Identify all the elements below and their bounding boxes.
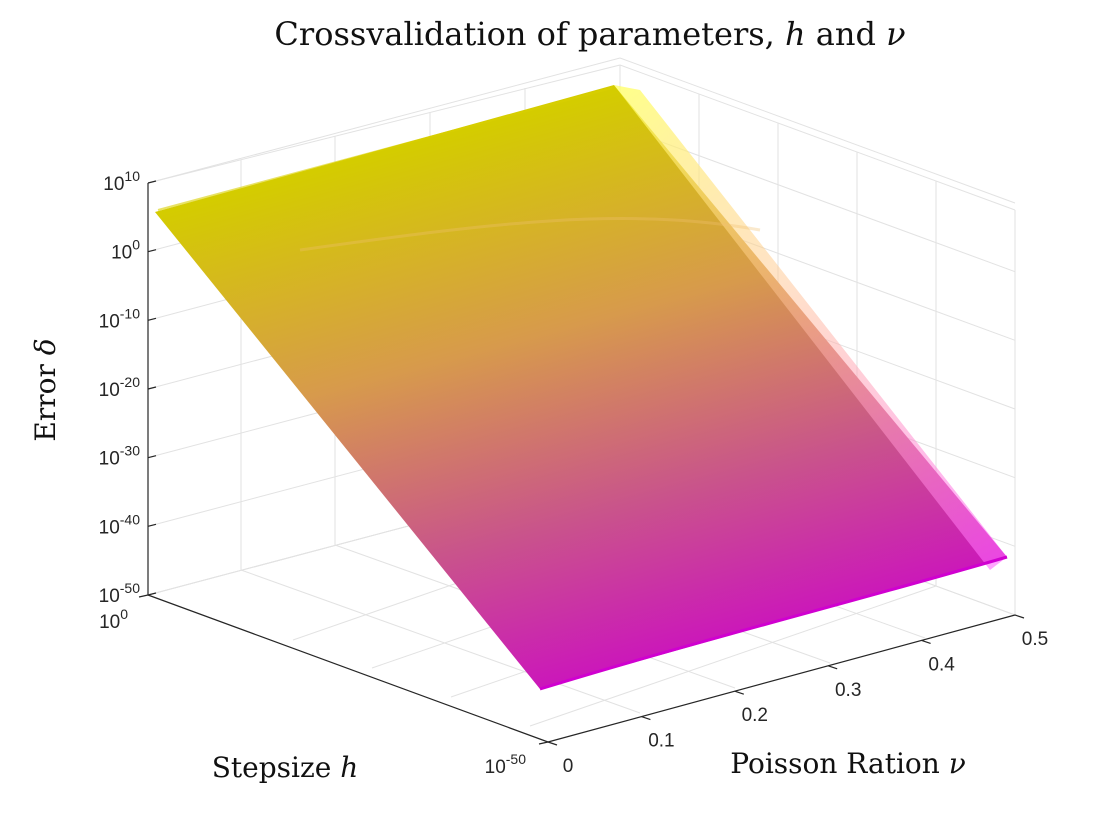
z-tick-label: 10-10 (99, 305, 141, 332)
nu-tick-label: 0.5 (1022, 629, 1048, 650)
z-tick-label: 100 (111, 237, 140, 264)
z-tick-label: 1010 (103, 168, 140, 195)
nu-tick-label: 0.4 (928, 654, 955, 675)
z-tick-label: 10-40 (99, 511, 141, 538)
z-tick-mark (147, 249, 157, 253)
nu-tick-label: 0.3 (835, 680, 861, 701)
z-tick-mark (147, 180, 157, 184)
nu-tick-mark (734, 690, 744, 695)
nu-tick-mark (828, 665, 838, 670)
h-tick-label: 100 (99, 606, 128, 633)
nu-tick-mark (1014, 614, 1025, 619)
nu-tick-mark (641, 716, 651, 721)
z-grid-line (619, 57, 1016, 204)
z-tick-mark (147, 523, 157, 527)
nu-tick-label: 0 (563, 756, 574, 777)
nu-tick-label: 0.1 (648, 731, 674, 752)
z-tick-mark (147, 317, 157, 321)
z-tick-label: 10-50 (99, 580, 141, 607)
nu-tick-mark (921, 639, 931, 644)
h-tick-mark (538, 741, 549, 745)
nu-tick-mark (547, 741, 558, 746)
z-tick-label: 10-30 (99, 443, 141, 470)
h-axis-label: Stepsize h (212, 751, 359, 784)
z-axis-label: Error δ (29, 338, 62, 441)
z-tick-label: 10-20 (99, 374, 141, 401)
error-surface (155, 85, 1008, 691)
nu-axis-label: Poisson Ration ν (730, 747, 966, 780)
z-tick-mark (147, 592, 157, 596)
h-tick-mark (138, 594, 149, 598)
z-tick-mark (147, 386, 157, 390)
h-tick-label: 10-50 (485, 751, 527, 778)
z-grid-line (147, 57, 621, 184)
chart-title: Crossvalidation of parameters, h and ν (274, 15, 905, 53)
ticks: 101010010-1010-2010-3010-4010-5010010-50… (99, 168, 1049, 778)
nu-tick-label: 0.2 (742, 705, 768, 726)
z-tick-mark (147, 455, 157, 459)
